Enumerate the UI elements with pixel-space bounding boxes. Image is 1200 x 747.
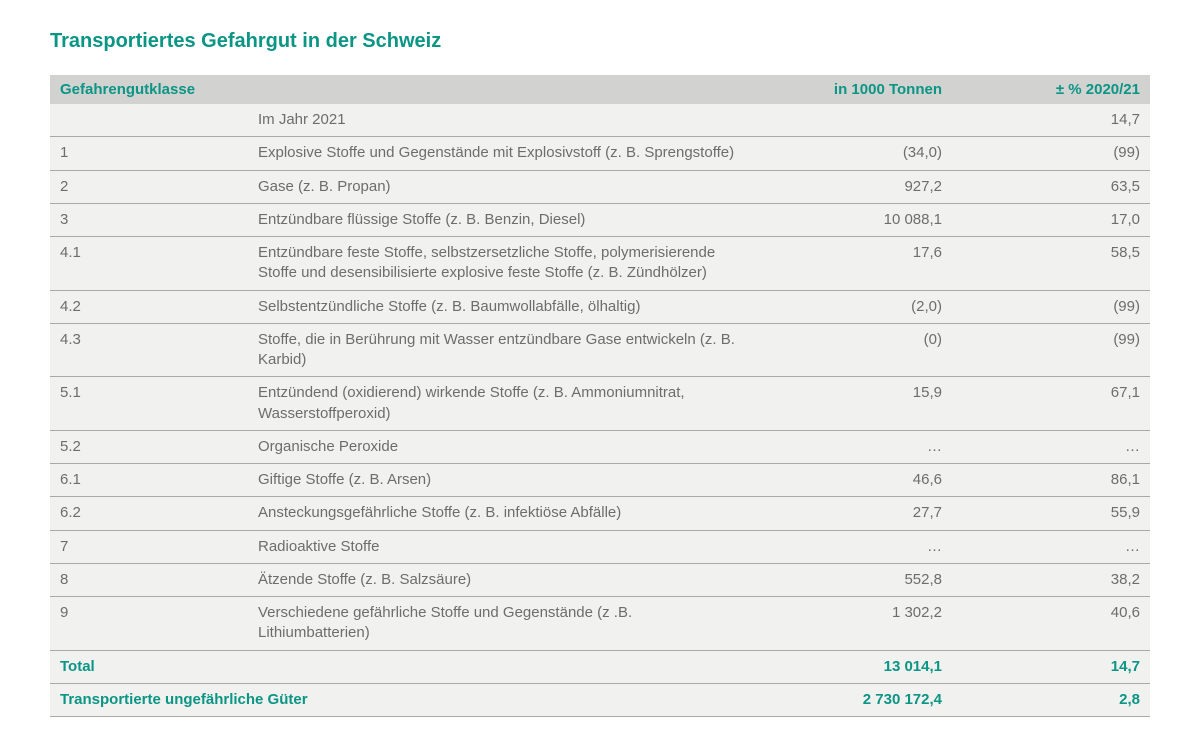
cell-code: 2 [50, 170, 248, 203]
cell-tons: … [754, 430, 952, 463]
table-row: 3Entzündbare flüssige Stoffe (z. B. Benz… [50, 203, 1150, 236]
cell-tons: (2,0) [754, 290, 952, 323]
table-row: 6.1Giftige Stoffe (z. B. Arsen)46,686,1 [50, 464, 1150, 497]
table-row: 7Radioaktive Stoffe…… [50, 530, 1150, 563]
cell-desc: Explosive Stoffe und Gegenstände mit Exp… [248, 137, 754, 170]
cell-code: 7 [50, 530, 248, 563]
cell-pct: … [952, 430, 1150, 463]
table-row: 6.2Ansteckungsgefährliche Stoffe (z. B. … [50, 497, 1150, 530]
cell-pct: … [952, 530, 1150, 563]
cell-desc: Selbstentzündliche Stoffe (z. B. Baumwol… [248, 290, 754, 323]
cell-tons: 15,9 [754, 377, 952, 431]
cell-pct: (99) [952, 323, 1150, 377]
cell-desc: Ätzende Stoffe (z. B. Salzsäure) [248, 563, 754, 596]
table-row: 5.2Organische Peroxide…… [50, 430, 1150, 463]
cell-code: 4.2 [50, 290, 248, 323]
cell-code: 1 [50, 137, 248, 170]
table-row: 2Gase (z. B. Propan)927,263,5 [50, 170, 1150, 203]
cell-code: 5.1 [50, 377, 248, 431]
cell-desc: Radioaktive Stoffe [248, 530, 754, 563]
subtotal-label: Transportierte ungefährliche Güter [50, 683, 754, 716]
cell-code: 8 [50, 563, 248, 596]
cell-tons: 552,8 [754, 563, 952, 596]
cell-tons: 46,6 [754, 464, 952, 497]
cell-desc: Im Jahr 2021 [248, 104, 754, 137]
cell-desc: Verschiedene gefährliche Stoffe und Gege… [248, 597, 754, 651]
col-klass: Gefahrengutklasse [50, 75, 248, 104]
table-row: 4.3Stoffe, die in Berührung mit Wasser e… [50, 323, 1150, 377]
cell-tons: … [754, 530, 952, 563]
cell-tons [754, 104, 952, 137]
col-pct: ± % 2020/21 [952, 75, 1150, 104]
cell-code: 6.1 [50, 464, 248, 497]
cell-tons: 10 088,1 [754, 203, 952, 236]
table-row: 5.1Entzündend (oxidierend) wirkende Stof… [50, 377, 1150, 431]
cell-code: 3 [50, 203, 248, 236]
cell-desc: Entzündend (oxidierend) wirkende Stoffe … [248, 377, 754, 431]
cell-pct: 55,9 [952, 497, 1150, 530]
cell-code [50, 104, 248, 137]
table-row: 4.2Selbstentzündliche Stoffe (z. B. Baum… [50, 290, 1150, 323]
cell-tons: 17,6 [754, 237, 952, 291]
cell-desc: Entzündbare feste Stoffe, selbstzersetzl… [248, 237, 754, 291]
table-row: 8Ätzende Stoffe (z. B. Salzsäure)552,838… [50, 563, 1150, 596]
cell-tons: 27,7 [754, 497, 952, 530]
cell-pct: 14,7 [952, 104, 1150, 137]
cell-tons: 1 302,2 [754, 597, 952, 651]
cell-pct: 63,5 [952, 170, 1150, 203]
table-row-total: Total 13 014,1 14,7 [50, 650, 1150, 683]
total-tons: 13 014,1 [754, 650, 952, 683]
cell-desc: Ansteckungsgefährliche Stoffe (z. B. inf… [248, 497, 754, 530]
col-spacer [248, 75, 754, 104]
cell-desc: Gase (z. B. Propan) [248, 170, 754, 203]
cell-pct: 17,0 [952, 203, 1150, 236]
cell-code: 6.2 [50, 497, 248, 530]
cell-pct: 40,6 [952, 597, 1150, 651]
cell-pct: 67,1 [952, 377, 1150, 431]
cell-desc: Organische Peroxide [248, 430, 754, 463]
table-row: Im Jahr 2021 14,7 [50, 104, 1150, 137]
cell-code: 4.3 [50, 323, 248, 377]
table-row: 9Verschiedene gefährliche Stoffe und Geg… [50, 597, 1150, 651]
total-pct: 14,7 [952, 650, 1150, 683]
cell-pct: 86,1 [952, 464, 1150, 497]
cell-desc: Stoffe, die in Berührung mit Wasser entz… [248, 323, 754, 377]
cell-desc: Entzündbare flüssige Stoffe (z. B. Benzi… [248, 203, 754, 236]
cell-tons: (34,0) [754, 137, 952, 170]
table-row-ungefaehrlich: Transportierte ungefährliche Güter 2 730… [50, 683, 1150, 716]
table-row: 4.1Entzündbare feste Stoffe, selbstzerse… [50, 237, 1150, 291]
col-tons: in 1000 Tonnen [754, 75, 952, 104]
cell-pct: (99) [952, 290, 1150, 323]
subtotal-pct: 2,8 [952, 683, 1150, 716]
table-header-row: Gefahrengutklasse in 1000 Tonnen ± % 202… [50, 75, 1150, 104]
subtotal-tons: 2 730 172,4 [754, 683, 952, 716]
total-label: Total [50, 650, 754, 683]
table-row: 1Explosive Stoffe und Gegenstände mit Ex… [50, 137, 1150, 170]
cell-code: 5.2 [50, 430, 248, 463]
cell-code: 9 [50, 597, 248, 651]
page-title: Transportiertes Gefahrgut in der Schweiz [50, 30, 1150, 53]
cell-code: 4.1 [50, 237, 248, 291]
cell-tons: 927,2 [754, 170, 952, 203]
gefahrgut-table: Gefahrengutklasse in 1000 Tonnen ± % 202… [50, 75, 1150, 717]
cell-tons: (0) [754, 323, 952, 377]
cell-pct: 38,2 [952, 563, 1150, 596]
cell-pct: 58,5 [952, 237, 1150, 291]
cell-pct: (99) [952, 137, 1150, 170]
cell-desc: Giftige Stoffe (z. B. Arsen) [248, 464, 754, 497]
